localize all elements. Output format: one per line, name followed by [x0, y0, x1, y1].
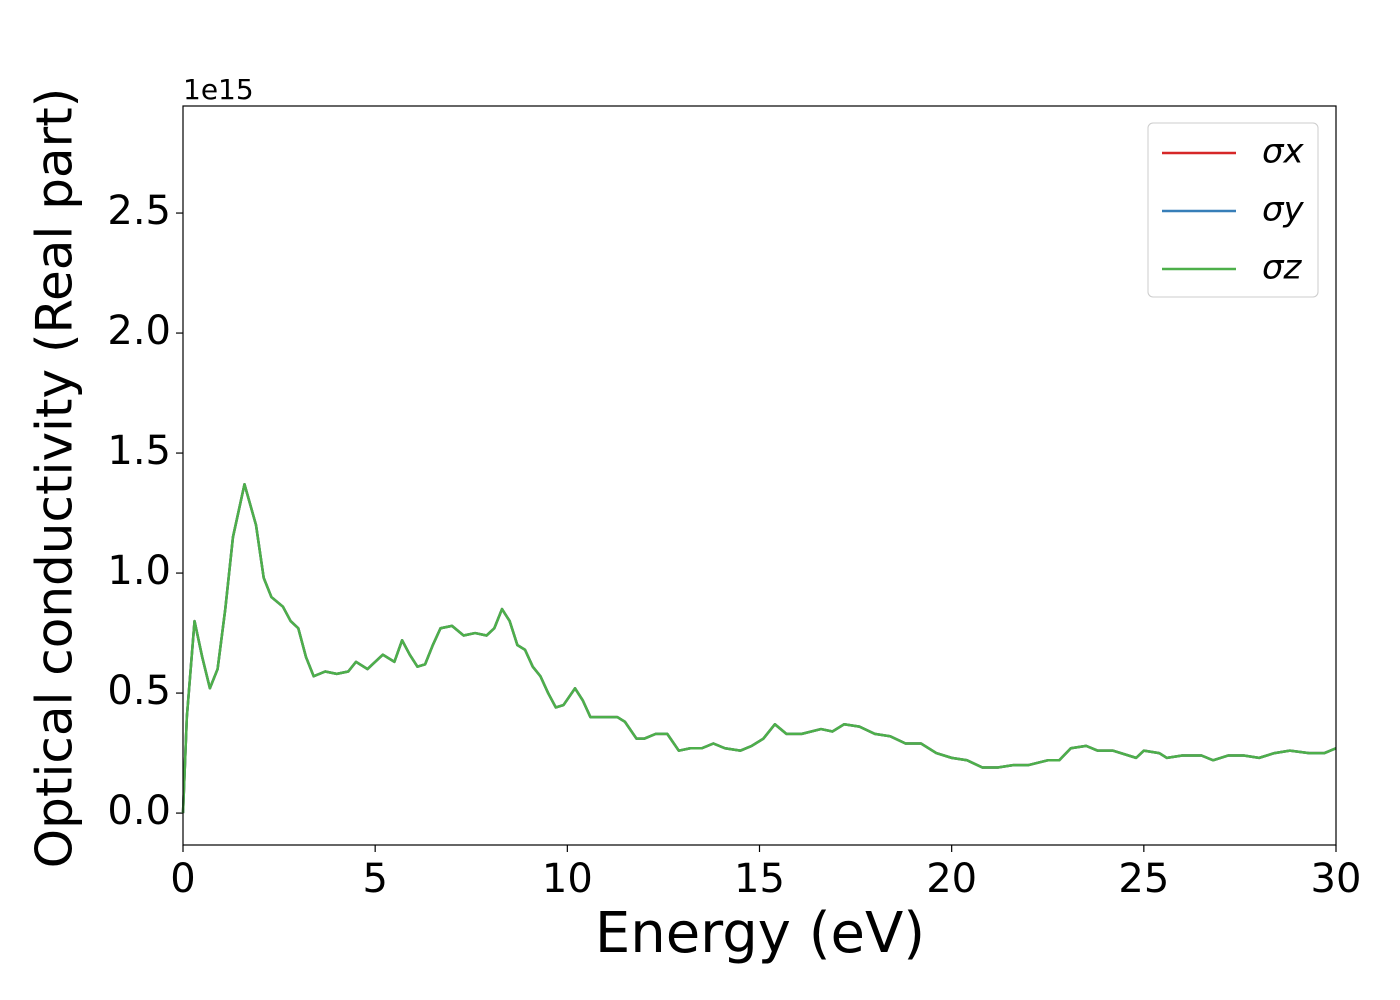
x-tick-label: 0: [170, 856, 195, 902]
y-offset-label: 1e15: [183, 73, 254, 106]
y-axis-label: Optical conductivity (Real part): [26, 88, 84, 869]
line-series: [181, 483, 1337, 814]
line-series: [181, 483, 1337, 814]
y-tick-label: 0.5: [107, 668, 171, 714]
x-tick-label: 20: [926, 856, 977, 902]
x-tick-label: 5: [362, 856, 387, 902]
plot-frame: [182, 105, 1337, 846]
line-series: [181, 483, 1337, 814]
x-tick-label: 15: [734, 856, 785, 902]
x-axis-label: Energy (eV): [595, 901, 925, 966]
x-tick-label: 25: [1118, 856, 1169, 902]
x-tick-label: 10: [542, 856, 593, 902]
y-tick-label: 1.0: [107, 548, 171, 594]
legend-label: σy: [1262, 190, 1305, 230]
y-tick-label: 2.5: [107, 188, 171, 234]
y-tick-label: 1.5: [107, 428, 171, 474]
legend-label: σz: [1262, 248, 1303, 288]
x-tick-label: 30: [1311, 856, 1362, 902]
legend-label: σx: [1262, 132, 1305, 172]
y-tick-label: 2.0: [107, 308, 171, 354]
y-tick-label: 0.0: [107, 788, 171, 834]
